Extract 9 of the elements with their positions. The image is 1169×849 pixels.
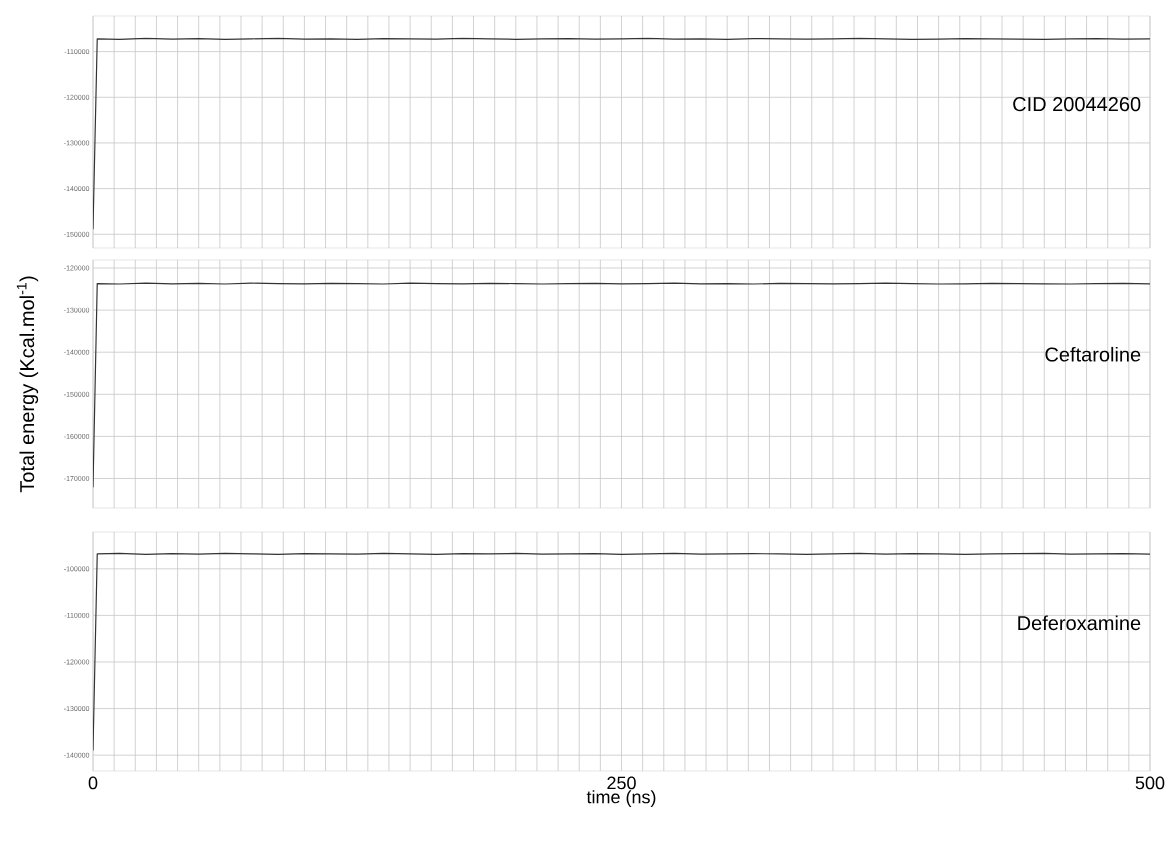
x-tick-label: 500	[1135, 776, 1165, 790]
x-axis-title: time (ns)	[586, 790, 656, 807]
y-axis-title: Total energy (Kcal.mol$^{-1}$)	[16, 276, 39, 493]
annotation: Ceftaroline	[1045, 346, 1141, 362]
x-tick-label: 250	[607, 776, 636, 790]
line-series	[93, 282, 1150, 488]
annotation: CID 20044260	[1013, 97, 1141, 112]
annotation: Deferoxamine	[1018, 615, 1141, 631]
x-tick-label: 0	[88, 776, 98, 790]
